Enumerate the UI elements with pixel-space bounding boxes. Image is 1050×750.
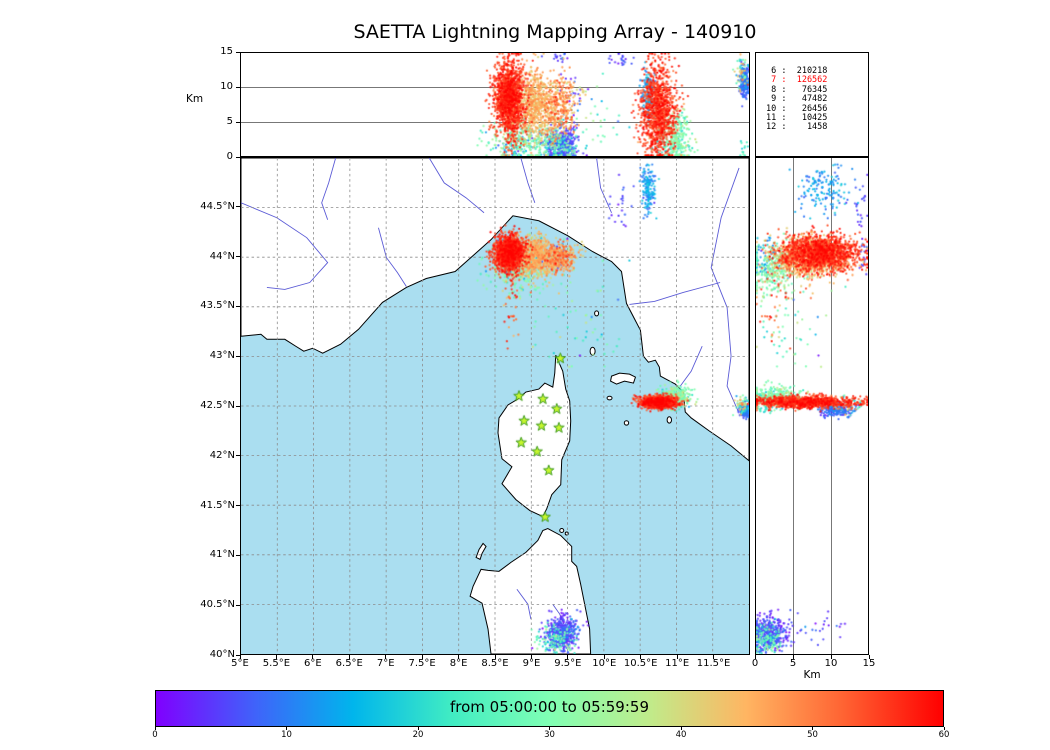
lon-tick-label: 10.5°E xyxy=(623,658,658,669)
alt-tick-right xyxy=(792,655,794,659)
lon-tick-label: 6°E xyxy=(304,658,322,669)
figure-title: SAETTA Lightning Mapping Array - 140910 xyxy=(353,21,757,43)
lat-tick-label: 43.5°N xyxy=(200,300,235,312)
alt-tick-top xyxy=(236,156,240,158)
lon-tick-label: 9°E xyxy=(522,658,541,669)
lat-tick xyxy=(236,604,240,606)
lon-tick-label: 7.5°E xyxy=(408,658,436,669)
colorbar-tick-label: 40 xyxy=(675,730,687,740)
colorbar-tick-label: 10 xyxy=(281,730,292,740)
lon-tick-label: 11°E xyxy=(665,658,690,669)
altitude-axis-label-right: Km xyxy=(803,669,821,681)
lon-tick xyxy=(494,655,496,659)
colorbar-tick xyxy=(812,727,813,730)
altitude-longitude-panel xyxy=(240,52,750,157)
lightning-scatter-canvas-top xyxy=(241,53,749,156)
lon-tick xyxy=(458,655,460,659)
lat-tick-label: 42.5°N xyxy=(200,400,235,411)
lon-tick xyxy=(603,655,605,659)
source-counts-legend: 6 : 210218 7 : 126562 8 : 76345 9 : 4748… xyxy=(755,52,869,157)
colorbar-tick-label: 50 xyxy=(807,730,818,740)
alt-tick-label-right: 15 xyxy=(862,658,876,669)
colorbar-tick xyxy=(943,727,945,730)
lat-tick xyxy=(236,554,240,556)
lat-tick xyxy=(236,654,240,656)
lat-tick-label: 40°N xyxy=(209,649,235,660)
colorbar-tick-label: 30 xyxy=(544,730,555,740)
lat-tick xyxy=(236,206,240,208)
lat-tick xyxy=(236,256,240,258)
lat-tick xyxy=(236,455,240,457)
lon-tick xyxy=(640,655,642,659)
lon-tick xyxy=(713,655,715,659)
alt-tick-label-top: 0 xyxy=(226,151,233,162)
lon-tick-label: 9.5°E xyxy=(554,658,582,669)
source-count-row: 12 : 1458 xyxy=(766,122,828,133)
lightning-scatter-canvas-right xyxy=(756,158,868,654)
lat-tick xyxy=(236,405,240,407)
lon-tick-label: 5°E xyxy=(231,658,249,669)
lon-tick xyxy=(348,655,350,659)
lat-tick-label: 40.5°N xyxy=(200,599,235,611)
lon-tick-label: 8.5°E xyxy=(481,658,509,669)
alt-tick-top xyxy=(236,51,240,53)
lon-tick xyxy=(312,655,314,659)
lon-tick-label: 8°E xyxy=(449,658,468,669)
colorbar-tick xyxy=(154,727,156,730)
lon-tick xyxy=(421,655,423,659)
altitude-axis-label-top: Km xyxy=(186,93,204,105)
source-count-row: 7 : 126562 xyxy=(766,75,828,86)
altitude-latitude-panel xyxy=(755,157,869,655)
alt-tick-top xyxy=(236,121,240,123)
lon-tick xyxy=(567,655,569,659)
lat-tick-label: 43°N xyxy=(209,350,235,362)
lon-tick-label: 6.5°E xyxy=(335,658,363,669)
lat-tick-label: 41.5°N xyxy=(200,499,235,511)
lon-tick-label: 11.5°E xyxy=(696,658,731,669)
alt-tick-label-right: 10 xyxy=(824,658,838,669)
lat-tick xyxy=(236,355,240,357)
lon-tick xyxy=(239,655,241,659)
source-count-row: 8 : 76345 xyxy=(766,84,828,95)
colorbar-tick xyxy=(417,727,419,730)
alt-tick-label-right: 5 xyxy=(789,658,797,669)
source-count-row: 11 : 10425 xyxy=(766,113,828,124)
lon-tick xyxy=(385,655,387,659)
alt-tick-right xyxy=(868,655,870,659)
colorbar-tick-label: 20 xyxy=(412,730,424,740)
lon-tick xyxy=(676,655,678,659)
lon-tick xyxy=(530,655,532,659)
lat-tick-label: 41°N xyxy=(209,549,235,561)
alt-tick-right xyxy=(754,655,756,659)
alt-tick-right xyxy=(830,655,832,659)
alt-tick-label-right: 0 xyxy=(751,658,759,669)
colorbar-tick-label: 0 xyxy=(152,730,158,740)
lightning-scatter-canvas-map xyxy=(241,158,749,654)
colorbar-tick xyxy=(680,727,682,730)
alt-tick-top xyxy=(236,86,240,88)
alt-tick-label-top: 10 xyxy=(220,81,233,92)
map-panel xyxy=(240,157,750,655)
lon-tick-label: 10°E xyxy=(592,658,617,669)
source-count-row: 6 : 210218 xyxy=(766,66,828,76)
alt-tick-label-top: 5 xyxy=(226,116,233,127)
lon-tick-label: 5.5°E xyxy=(262,658,291,669)
colorbar-tick xyxy=(549,727,550,730)
lon-tick-label: 7°E xyxy=(376,658,395,669)
alt-tick-label-top: 15 xyxy=(220,46,233,57)
colorbar-tick xyxy=(286,727,287,730)
source-count-row: 9 : 47482 xyxy=(766,94,828,105)
lat-tick-label: 42°N xyxy=(209,449,235,461)
lat-tick xyxy=(236,305,240,307)
source-count-row: 10 : 26456 xyxy=(766,103,828,114)
colorbar-tick-label: 60 xyxy=(938,730,950,740)
lat-tick-label: 44°N xyxy=(209,250,235,262)
time-colorbar: from 05:00:00 to 05:59:59 xyxy=(155,690,944,727)
lat-tick xyxy=(236,505,240,507)
lat-tick-label: 44.5°N xyxy=(200,200,235,212)
lon-tick xyxy=(275,655,277,659)
time-window-label: from 05:00:00 to 05:59:59 xyxy=(449,698,649,716)
